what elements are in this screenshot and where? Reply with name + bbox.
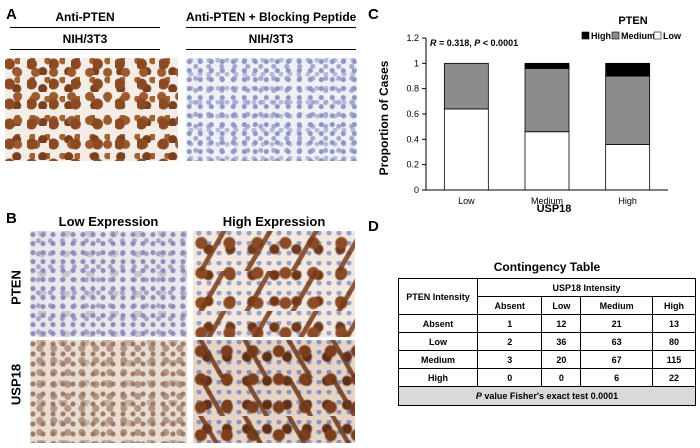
table-cell: 22: [652, 368, 696, 387]
legend-label-medium: Medium: [621, 31, 655, 41]
ihc-image-blocking-peptide: [186, 58, 357, 161]
x-tick-label: Medium: [531, 196, 563, 206]
table-cell: 0: [476, 368, 543, 387]
panel-a-right-header: Anti-PTEN + Blocking Peptide: [186, 10, 357, 24]
legend-label-high: High: [591, 31, 611, 41]
chart-legend-title: PTEN: [618, 15, 647, 27]
column-header-medium: Medium: [580, 296, 653, 315]
panel-a-label: A: [6, 6, 17, 23]
column-group-header: USP18 Intensity: [477, 278, 696, 297]
column-header-absent: Absent: [476, 296, 543, 315]
chart-y-axis-label: Proportion of Cases: [377, 60, 391, 175]
panel-b-row-pten-label: PTEN: [8, 270, 24, 305]
panel-a-left-header: Anti-PTEN: [55, 10, 115, 24]
ihc-image-usp18-low: [30, 340, 187, 443]
panel-b-label: B: [6, 210, 17, 227]
panel-a-right-rule: [186, 27, 356, 28]
legend-label-low: Low: [663, 31, 682, 41]
y-tick-label: 0.8: [406, 84, 419, 94]
panel-a-left-rule: [10, 27, 160, 28]
table-cell: 12: [541, 314, 582, 333]
footer-p-symbol: P: [475, 391, 482, 401]
table-cell: 2: [476, 332, 543, 351]
panel-d-label: D: [368, 218, 379, 235]
panel-a-right-subrule: [186, 49, 356, 50]
y-tick-label: 0.4: [406, 134, 419, 144]
y-tick-label: 0: [414, 185, 419, 195]
table-cell: 6: [580, 368, 653, 387]
panel-b-col-low-header: Low Expression: [58, 214, 159, 229]
column-header-low: Low: [541, 296, 582, 315]
chart-annotation: R = 0.318, P < 0.0001: [430, 38, 518, 48]
panel-b-row-usp18-label: USP18: [8, 363, 24, 406]
y-tick-label: 0.2: [406, 160, 419, 170]
legend-swatch-medium: [611, 31, 620, 40]
table-cell: 80: [652, 332, 696, 351]
row-label: Medium: [398, 350, 478, 369]
panel-b-col-high-header: High Expression: [222, 214, 326, 229]
y-tick-label: 0.6: [406, 109, 419, 119]
table-cell: 63: [580, 332, 653, 351]
footer-text: value Fisher's exact test 0.0001: [481, 391, 619, 401]
y-tick-label: 1: [414, 58, 419, 68]
panel-a-right-subheader: NIH/3T3: [248, 32, 294, 46]
table-cell: 67: [580, 350, 653, 369]
row-label: High: [398, 368, 478, 387]
x-tick-label: Low: [458, 196, 475, 206]
bar-segment-medium-high: [605, 75, 651, 145]
ihc-image-pten-low: [30, 231, 187, 337]
panel-a-left-subheader: NIH/3T3: [62, 32, 108, 46]
table-cell: 20: [541, 350, 582, 369]
bar-segment-low-medium: [524, 131, 570, 191]
column-header-high: High: [652, 296, 696, 315]
table-cell: 21: [580, 314, 653, 333]
table-row: High 0 0 6 22: [398, 368, 696, 387]
bar-segment-high-high: [605, 62, 651, 77]
table-row: Absent 1 12 21 13: [398, 314, 696, 333]
contingency-table-title: Contingency Table: [493, 260, 601, 274]
table-cell: 0: [541, 368, 582, 387]
table-cell: 13: [652, 314, 696, 333]
contingency-table: PTEN Intensity USP18 Intensity Absent Low…: [398, 278, 696, 406]
bar-segment-medium-low: [443, 62, 489, 110]
table-cell: 115: [652, 350, 696, 369]
ihc-image-anti-pten: [5, 58, 178, 161]
ihc-image-usp18-high: [193, 340, 355, 443]
table-cell: 3: [476, 350, 543, 369]
bar-segment-low-high: [605, 143, 651, 191]
table-cell: 36: [541, 332, 582, 351]
table-row: Low 2 36 63 80: [398, 332, 696, 351]
y-tick-label: 1.2: [406, 33, 419, 43]
stacked-bar-chart: Proportion of Cases 0 0.2 0.4 0.6 0.8 1 1.2 Lo…: [377, 15, 682, 215]
bar-segment-high-medium: [524, 62, 570, 69]
bar-segment-medium-medium: [524, 68, 570, 133]
bar-segment-low-low: [443, 108, 489, 191]
x-tick-label: High: [618, 196, 637, 206]
panel-a-left-subrule: [10, 49, 160, 50]
table-cell: 1: [476, 314, 543, 333]
row-header-cell: PTEN Intensity: [398, 278, 478, 315]
ihc-image-pten-high: [193, 231, 355, 337]
legend-swatch-low: [653, 31, 662, 40]
panel-c-label: C: [368, 6, 379, 23]
fisher-test-footer: P value Fisher's exact test 0.0001: [398, 386, 696, 406]
legend-swatch-high: [581, 31, 590, 40]
chart-x-axis-label: USP18: [537, 203, 572, 215]
row-label: Absent: [398, 314, 478, 333]
table-row: Medium 3 20 67 115: [398, 350, 696, 369]
row-label: Low: [398, 332, 478, 351]
